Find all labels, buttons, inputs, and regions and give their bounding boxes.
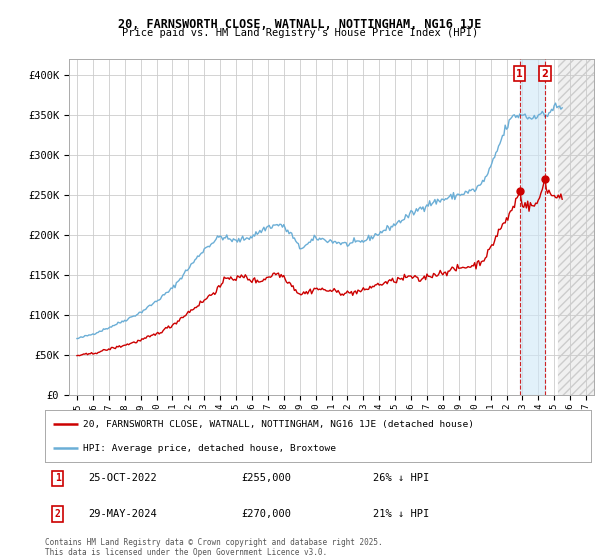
Bar [558,59,594,395]
Text: 1: 1 [55,473,61,483]
Text: 1: 1 [516,69,523,79]
Text: 20, FARNSWORTH CLOSE, WATNALL, NOTTINGHAM, NG16 1JE (detached house): 20, FARNSWORTH CLOSE, WATNALL, NOTTINGHA… [83,420,474,429]
Text: 25-OCT-2022: 25-OCT-2022 [89,473,157,483]
Text: HPI: Average price, detached house, Broxtowe: HPI: Average price, detached house, Brox… [83,444,336,452]
Bar [558,59,594,395]
Text: 20, FARNSWORTH CLOSE, WATNALL, NOTTINGHAM, NG16 1JE: 20, FARNSWORTH CLOSE, WATNALL, NOTTINGHA… [118,18,482,31]
Text: £255,000: £255,000 [242,473,292,483]
Text: Contains HM Land Registry data © Crown copyright and database right 2025.
This d: Contains HM Land Registry data © Crown c… [45,538,383,557]
Text: £270,000: £270,000 [242,509,292,519]
Text: 2: 2 [55,509,61,519]
Text: Price paid vs. HM Land Registry's House Price Index (HPI): Price paid vs. HM Land Registry's House … [122,28,478,38]
Text: 29-MAY-2024: 29-MAY-2024 [89,509,157,519]
Text: 2: 2 [542,69,548,79]
Bar [520,59,545,395]
Text: 26% ↓ HPI: 26% ↓ HPI [373,473,429,483]
Text: 21% ↓ HPI: 21% ↓ HPI [373,509,429,519]
